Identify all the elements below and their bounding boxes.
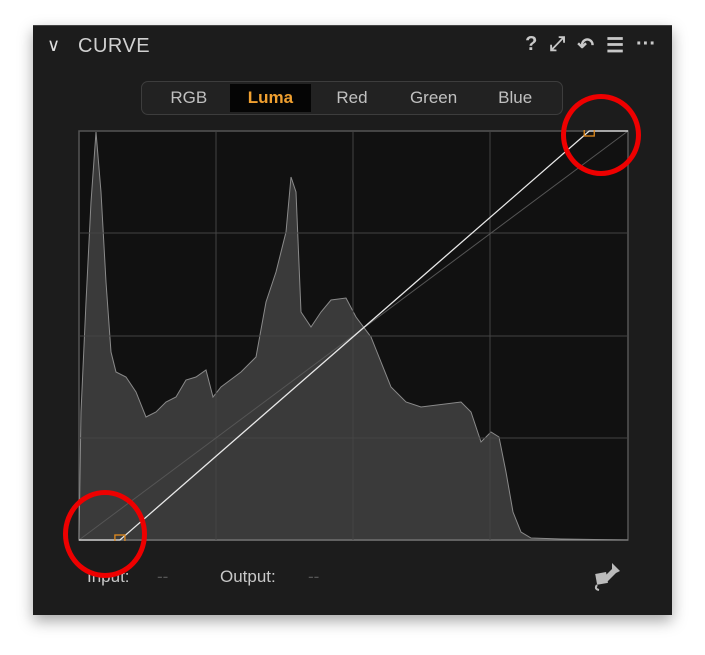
eyedropper-icon[interactable] (590, 559, 624, 593)
reset-icon[interactable]: ↶ (577, 35, 595, 57)
menu-icon[interactable]: ☰ (606, 35, 625, 57)
tab-blue[interactable]: Blue (498, 88, 533, 107)
panel-header: ∨ CURVE ? ⤢ ↶ ☰ ··· (33, 26, 672, 66)
tab-red[interactable]: Red (336, 88, 368, 107)
grid-lines (79, 131, 628, 540)
output-label: Output: (220, 567, 276, 586)
panel-title: CURVE (78, 35, 151, 57)
tab-luma[interactable]: Luma (229, 84, 312, 112)
tab-green[interactable]: Green (409, 88, 458, 107)
curve-graph[interactable] (78, 130, 629, 541)
expand-icon[interactable]: ⤢ (549, 33, 566, 55)
collapse-chevron-icon[interactable]: ∨ (47, 35, 61, 55)
tab-rgb[interactable]: RGB (170, 88, 208, 107)
annotation-circle-bottom (63, 490, 147, 578)
more-icon[interactable]: ··· (636, 33, 656, 55)
help-icon[interactable]: ? (525, 33, 538, 55)
reference-diagonal (78, 130, 629, 541)
annotation-circle-top (561, 94, 641, 176)
channel-tabs: RGB Luma Red Green Blue (141, 81, 563, 115)
input-value: -- (157, 567, 169, 586)
output-value: -- (308, 567, 320, 586)
